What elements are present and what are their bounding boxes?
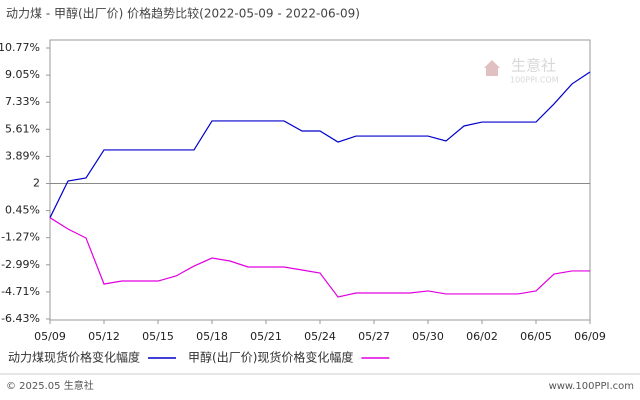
- y-tick-label: -1.27%: [1, 231, 40, 244]
- x-tick-label: 05/18: [196, 330, 228, 343]
- series-line: [49, 71, 591, 218]
- y-tick-label: 3.89%: [5, 149, 40, 162]
- y-tick-label: 0.45%: [5, 204, 40, 217]
- y-tick-label: 7.33%: [5, 95, 40, 108]
- series-line: [49, 217, 590, 298]
- y-tick-label: 10.77%: [0, 41, 40, 54]
- x-tick-label: 06/09: [574, 330, 606, 343]
- x-tick-label: 05/27: [358, 330, 390, 343]
- y-tick-label: -6.43%: [1, 312, 40, 325]
- footer-left: © 2025.05 生意社: [6, 379, 94, 392]
- x-tick-label: 06/05: [520, 330, 552, 343]
- x-tick-label: 05/21: [250, 330, 282, 343]
- x-tick-label: 06/02: [466, 330, 498, 343]
- x-tick-label: 05/15: [142, 330, 174, 343]
- watermark-brand: 生意社: [511, 57, 556, 75]
- watermark-site: 100PPI.COM: [510, 76, 559, 85]
- x-tick-label: 05/24: [304, 330, 336, 343]
- x-tick-label: 05/09: [34, 330, 66, 343]
- legend-label: 甲醇(出厂价)现货价格变化幅度: [188, 350, 353, 365]
- footer-right: www.100PPI.com: [549, 381, 634, 392]
- watermark-logo: [484, 60, 500, 76]
- y-tick-label: 9.05%: [5, 68, 40, 81]
- y-tick-label: 5.61%: [5, 122, 40, 135]
- legend-label: 动力煤现货价格变化幅度: [8, 350, 140, 365]
- watermark: 生意社 100PPI.COM: [484, 57, 559, 85]
- x-tick-label: 05/12: [88, 330, 120, 343]
- y-tick-label: 2: [33, 177, 40, 190]
- plot-frame: [49, 39, 591, 321]
- chart-title: 动力煤 - 甲醇(出厂价) 价格趋势比较(2022-05-09 - 2022-0…: [6, 6, 360, 21]
- y-tick-label: -4.71%: [1, 285, 40, 298]
- x-tick-label: 05/30: [412, 330, 444, 343]
- y-tick-label: -2.99%: [1, 258, 40, 271]
